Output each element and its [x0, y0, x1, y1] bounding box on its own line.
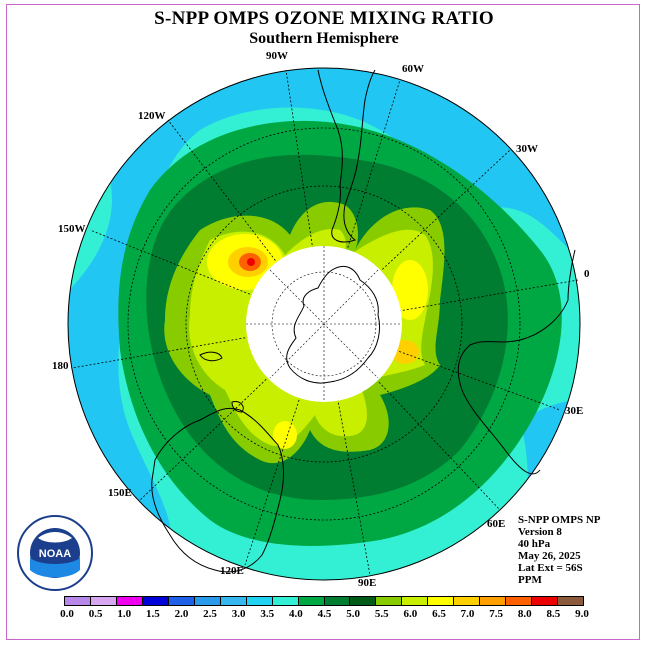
colorbar-tick-label: 5.5 — [374, 608, 389, 620]
colorbar-tick-label: 0.5 — [88, 608, 103, 620]
lon-label-90e: 90E — [358, 577, 377, 589]
noaa-logo-text: NOAA — [39, 548, 71, 560]
colorbar-swatch — [532, 597, 559, 605]
colorbar-swatch — [272, 597, 299, 605]
colorbar-swatch — [324, 597, 351, 605]
colorbar-swatch — [168, 597, 195, 605]
ozone-yellow-spot-2 — [392, 260, 428, 320]
colorbar-swatch — [506, 597, 533, 605]
colorbar-swatch — [376, 597, 403, 605]
ozone-yellow-spot-3 — [273, 421, 297, 449]
info-pressure: 40 hPa — [518, 538, 551, 550]
australia-coastline — [151, 407, 284, 573]
map-boundary — [67, 67, 581, 581]
colorbar-tick-label: 1.5 — [145, 608, 160, 620]
colorbar-swatch — [428, 597, 455, 605]
lon-label-30e: 30E — [565, 405, 584, 417]
colorbar-swatch — [142, 597, 169, 605]
colorbar-tick-label: 9.0 — [575, 608, 589, 620]
colorbar-swatch — [194, 597, 221, 605]
info-lat-extent: Lat Ext = 56S — [518, 562, 583, 574]
info-version: Version 8 — [518, 526, 562, 538]
lon-label-150w: 150W — [58, 223, 86, 235]
colorbar — [64, 596, 584, 606]
colorbar-tick-label: 8.0 — [517, 608, 532, 620]
antarctica-coastline — [286, 265, 381, 384]
colorbar-tick-label: 4.5 — [317, 608, 332, 620]
plot-frame — [6, 4, 640, 640]
lon-label-120e: 120E — [220, 565, 244, 577]
africa-coastline — [457, 249, 576, 475]
map-subtitle: Southern Hemisphere — [249, 30, 399, 47]
colorbar-swatch — [298, 597, 325, 605]
colorbar-tick-label: 3.0 — [231, 608, 246, 620]
new-zealand-coastline — [199, 351, 244, 413]
colorbar-swatch — [558, 597, 584, 605]
info-date: May 26, 2025 — [518, 550, 581, 562]
lon-label-60e: 60E — [487, 518, 506, 530]
polar-grid — [246, 246, 402, 402]
longitude-grid — [71, 69, 579, 576]
colorbar-swatch — [402, 597, 429, 605]
colorbar-tick-label: 5.0 — [346, 608, 360, 620]
colorbar-tick-label: 4.0 — [289, 608, 303, 620]
colorbar-tick-label: 3.5 — [260, 608, 275, 620]
info-units: PPM — [518, 574, 542, 586]
south-america-coastline — [317, 69, 376, 243]
colorbar-swatch — [480, 597, 507, 605]
lon-label-60w: 60W — [402, 63, 424, 75]
colorbar-swatch — [246, 597, 273, 605]
colorbar-swatch — [220, 597, 247, 605]
map-title: S-NPP OMPS OZONE MIXING RATIO — [154, 8, 494, 29]
colorbar-swatch — [116, 597, 143, 605]
lon-label-150e: 150E — [108, 487, 132, 499]
info-instrument: S-NPP OMPS NP — [518, 514, 601, 526]
colorbar-tick-label: 6.5 — [432, 608, 446, 620]
info-block: S-NPP OMPS NP Version 8 40 hPa May 26, 2… — [518, 514, 601, 586]
colorbar-tick-label: 7.0 — [460, 608, 475, 620]
colorbar-swatch — [350, 597, 377, 605]
colorbar-tick-label: 8.5 — [546, 608, 561, 620]
lon-label-90w: 90W — [266, 50, 288, 62]
colorbar-swatch — [90, 597, 117, 605]
lon-label-120w: 120W — [138, 110, 166, 122]
lon-label-0: 0 — [584, 268, 590, 280]
colorbar-tick-label: 0.0 — [60, 608, 74, 620]
ozone-red-spot — [247, 258, 255, 266]
colorbar-tick-label: 1.0 — [117, 608, 132, 620]
noaa-logo: NOAA — [17, 515, 93, 591]
colorbar-swatch — [454, 597, 481, 605]
colorbar-tick-label: 7.5 — [489, 608, 504, 620]
colorbar-tick-label: 2.0 — [174, 608, 189, 620]
colorbar-tick-label: 2.5 — [203, 608, 217, 620]
colorbar-swatch — [65, 597, 91, 605]
lon-label-180: 180 — [52, 360, 69, 372]
colorbar-tick-label: 6.0 — [403, 608, 418, 620]
lon-label-30w: 30W — [516, 143, 538, 155]
